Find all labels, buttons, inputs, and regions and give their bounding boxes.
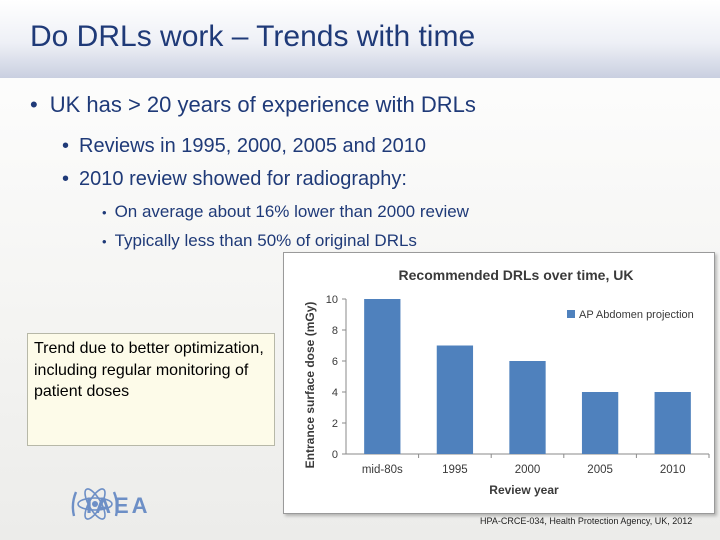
x-tick-label: 2005 xyxy=(587,464,613,476)
bar-2000 xyxy=(509,361,546,454)
bullet-icon: • xyxy=(62,168,70,190)
chart-canvas: Recommended DRLs over time, UK Entrance … xyxy=(303,267,710,497)
sub-sub-bullet: • Typically less than 50% of original DRL… xyxy=(102,231,417,251)
x-tick-label: 1995 xyxy=(442,464,468,476)
bullet-icon: • xyxy=(102,234,107,249)
bullet-icon: • xyxy=(30,92,38,117)
x-tick-label: 2000 xyxy=(515,464,541,476)
y-tick-label: 6 xyxy=(332,356,338,368)
bar-mid-80s xyxy=(364,299,401,454)
sub-bullet-text: Reviews in 1995, 2000, 2005 and 2010 xyxy=(79,135,426,157)
bar-2005 xyxy=(581,392,619,454)
y-tick-label: 8 xyxy=(332,325,338,337)
sub-bullet: • Reviews in 1995, 2000, 2005 and 2010 xyxy=(62,135,426,158)
bar-2010 xyxy=(654,392,691,454)
y-tick-label: 0 xyxy=(332,449,338,461)
legend-swatch xyxy=(567,310,575,318)
x-axis-label: Review year xyxy=(489,483,559,497)
bullet-icon: • xyxy=(102,205,107,220)
sub-bullet: • 2010 review showed for radiography: xyxy=(62,168,407,191)
x-tick-label: mid-80s xyxy=(362,464,403,476)
sub-sub-bullet-text: Typically less than 50% of original DRLs xyxy=(114,231,417,250)
bar-chart: Recommended DRLs over time, UK Entrance … xyxy=(283,252,715,514)
callout-box: Trend due to better optimization, includ… xyxy=(27,333,275,446)
bullet-icon: • xyxy=(62,135,70,157)
y-axis-label: Entrance surface dose (mGy) xyxy=(303,302,317,469)
y-tick-label: 10 xyxy=(326,294,338,306)
slide-title: Do DRLs work – Trends with time xyxy=(30,20,476,53)
iaea-logo-text: IAEA xyxy=(86,493,151,518)
x-tick-label: 2010 xyxy=(660,464,686,476)
chart-legend: AP Abdomen projection xyxy=(567,309,694,321)
title-bar: Do DRLs work – Trends with time xyxy=(0,0,720,78)
iaea-logo-icon xyxy=(71,488,119,520)
bullet-main-text: UK has > 20 years of experience with DRL… xyxy=(49,92,476,117)
source-footer: HPA-CRCE-034, Health Protection Agency, … xyxy=(480,516,693,526)
chart-bars xyxy=(364,299,691,454)
y-tick-label: 4 xyxy=(332,387,338,399)
bullet-main: • UK has > 20 years of experience with DR… xyxy=(30,92,476,118)
legend-label: AP Abdomen projection xyxy=(579,309,694,321)
sub-bullet-text: 2010 review showed for radiography: xyxy=(79,168,407,190)
bar-1995 xyxy=(436,345,474,454)
y-tick-label: 2 xyxy=(332,418,338,430)
sub-sub-bullet-text: On average about 16% lower than 2000 rev… xyxy=(114,202,469,221)
chart-title: Recommended DRLs over time, UK xyxy=(399,267,634,283)
sub-sub-bullet: • On average about 16% lower than 2000 re… xyxy=(102,202,469,222)
